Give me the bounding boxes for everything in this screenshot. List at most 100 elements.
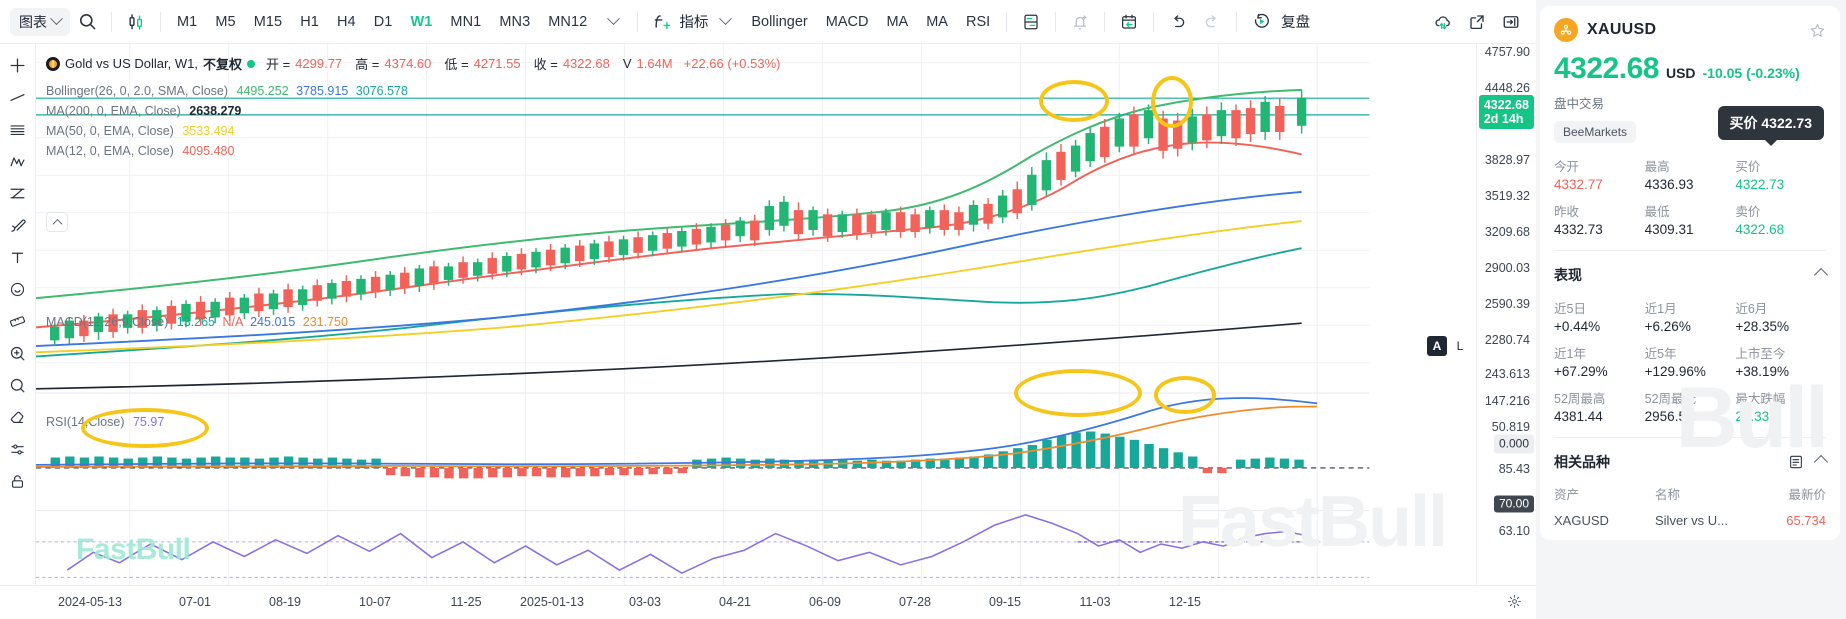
wave-icon[interactable] [3,146,33,176]
legend-ma50[interactable]: MA(50, 0, EMA, Close) 3533.494 [46,124,235,138]
calendar-back-icon[interactable] [1112,7,1146,37]
performance-title: 表现 [1554,267,1582,283]
time-tick-6: 03-03 [629,595,661,609]
magnifier-plus-icon[interactable] [3,338,33,368]
timeframe-mn1[interactable]: MN1 [450,13,482,30]
legend-bollinger[interactable]: Bollinger(26, 0, 2.0, SMA, Close) 4495.2… [46,84,408,98]
highlight-ellipse-candles-1 [1039,80,1109,122]
crosshair-icon[interactable] [3,50,33,80]
lock-icon[interactable] [3,466,33,496]
timeframe-w1[interactable]: W1 [410,13,433,30]
layout-icon[interactable] [1014,7,1048,37]
log-scale-button[interactable]: L [1450,336,1470,356]
replay-icon[interactable] [1244,7,1278,37]
collapse-panel-icon[interactable] [1494,7,1528,37]
timeframe-more-chevron-down-icon[interactable] [596,7,630,37]
perf-key-6m: 近6月 [1735,302,1768,316]
time-tick-11: 11-03 [1079,595,1111,609]
chart-canvas[interactable]: FastBull Gold vs US Dollar, W1, 不复权 开 = … [36,44,1536,607]
settings-lines-icon[interactable] [3,434,33,464]
table-row-asset[interactable]: XAGUSD [1554,513,1609,528]
indicators-button[interactable]: 指标 [679,15,709,31]
smiley-icon[interactable] [3,274,33,304]
scale-mode-buttons[interactable]: A L [1427,336,1470,356]
broker-badge[interactable]: BeeMarkets [1554,121,1637,143]
quote-cell-ask: 卖价 4322.68 [1735,201,1826,237]
indicator-chip-bollinger[interactable]: Bollinger [751,13,808,30]
time-axis[interactable]: 2024-05-13 07-01 08-19 10-07 11-25 2025-… [0,585,1536,619]
magnifier-search-icon[interactable] [3,370,33,400]
chart-column: 图表 M1 M5 M15 H1 H4 D1 W1 MN1 MN3 [0,0,1536,619]
chart-menu-button[interactable]: 图表 [10,7,70,36]
chevron-up-icon[interactable] [1813,454,1829,470]
candle-type-icon[interactable] [119,7,153,37]
indicators-chevron-down-icon[interactable] [708,7,742,37]
quote-val-ask: 4322.68 [1735,222,1785,237]
time-tick-2: 08-19 [269,595,301,609]
list-view-icon[interactable] [1788,454,1804,470]
brush-icon[interactable] [3,210,33,240]
collapse-legend-button[interactable] [46,212,68,232]
indicators-fx-icon[interactable] [645,7,679,37]
current-price-badge[interactable]: 4322.68 2d 14h [1478,95,1534,129]
macd-tick-1: 147.216 [1484,394,1530,408]
table-row-name[interactable]: Silver vs U... [1655,513,1728,528]
divider [1153,11,1155,32]
chart-plot-svg [36,44,1370,607]
search-icon[interactable] [70,7,104,37]
legend-ma12[interactable]: MA(12, 0, EMA, Close) 4095.480 [46,144,235,158]
redo-icon[interactable] [1195,7,1229,37]
open-value: 4299.77 [295,56,343,71]
cloud-sync-icon[interactable] [1426,7,1460,37]
perf-val-5d: +0.44% [1554,319,1601,334]
indicator-chip-rsi[interactable]: RSI [965,13,991,30]
divider [1055,11,1057,32]
legend-macd[interactable]: MACD(12,26,9,Close) 13.265 N/A 245.015 2… [46,315,348,329]
panel-currency: USD [1665,65,1696,81]
text-icon[interactable] [3,242,33,272]
quote-cell-open: 今开 4332.77 [1554,156,1645,192]
perf-val-1m: +6.26% [1644,319,1691,334]
fib-icon[interactable] [3,178,33,208]
price-tick-1: 4448.26 [1484,81,1530,95]
timeframe-mn12[interactable]: MN12 [548,13,588,30]
timeframe-m15[interactable]: M15 [253,13,283,30]
chart-symbol-legend[interactable]: Gold vs US Dollar, W1, 不复权 开 = 4299.77 高… [46,54,781,73]
alert-bell-icon[interactable] [1063,7,1097,37]
eraser-icon[interactable] [3,402,33,432]
table-row-price[interactable]: 65.734 [1786,513,1826,528]
macd-fast-value: 245.015 [250,315,296,329]
highlight-ellipse-macd-1 [1014,369,1142,417]
auto-scale-button[interactable]: A [1427,336,1447,356]
performance-header[interactable]: 表现 [1554,265,1829,285]
macd-signal-value: N/A [222,315,243,329]
quote-val-high: 4336.93 [1644,177,1694,192]
replay-button[interactable]: 复盘 [1281,15,1311,31]
high-value: 4374.60 [384,56,432,71]
timeframe-h1[interactable]: H1 [300,13,319,30]
timeframe-h4[interactable]: H4 [336,13,356,30]
indicator-chip-macd[interactable]: MACD [825,13,869,30]
timeframe-m1[interactable]: M1 [177,13,198,30]
indicator-chip-ma-1[interactable]: MA [886,13,909,30]
divider [1236,11,1238,32]
quote-val-bid: 4322.73 [1735,177,1785,192]
price-axis[interactable]: 4757.90 4448.26 4138.61 3828.97 3519.32 … [1476,44,1536,585]
chart-settings-gear-icon[interactable] [1507,594,1522,609]
performance-grid: 近5日 +0.44% 近1月 +6.26% 近6月 +28.35% 近1年 +6… [1554,298,1826,424]
current-price-value: 4322.68 [1483,98,1529,112]
share-external-icon[interactable] [1460,7,1494,37]
favorite-star-icon[interactable] [1809,22,1826,39]
trendline-icon[interactable] [3,82,33,112]
chevron-up-icon[interactable] [1813,267,1829,283]
timeframe-d1[interactable]: D1 [373,13,393,30]
related-header[interactable]: 相关品种 [1554,452,1829,472]
perf-val-52w-high: 4381.44 [1554,409,1603,424]
timeframe-mn3[interactable]: MN3 [499,13,531,30]
timeframe-m5[interactable]: M5 [215,13,236,30]
ruler-icon[interactable] [3,306,33,336]
indicator-chip-ma-2[interactable]: MA [926,13,948,30]
undo-icon[interactable] [1161,7,1195,37]
legend-ma200[interactable]: MA(200, 0, EMA, Close) 2638.279 [46,104,242,118]
horizontal-lines-icon[interactable] [3,114,33,144]
